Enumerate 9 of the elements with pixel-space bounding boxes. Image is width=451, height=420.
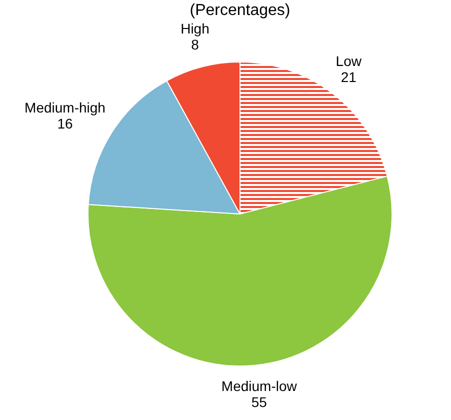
data-label: 55 <box>251 394 268 410</box>
slice-label: High <box>180 20 210 37</box>
chart-title: (Percentages) <box>190 2 290 19</box>
slice-label: Medium-low <box>221 378 298 394</box>
data-label: 21 <box>340 69 357 86</box>
slice-label: Medium-high <box>24 99 106 116</box>
data-label: 8 <box>191 36 200 53</box>
data-label: 16 <box>57 115 74 132</box>
slice-label: Low <box>336 53 362 70</box>
